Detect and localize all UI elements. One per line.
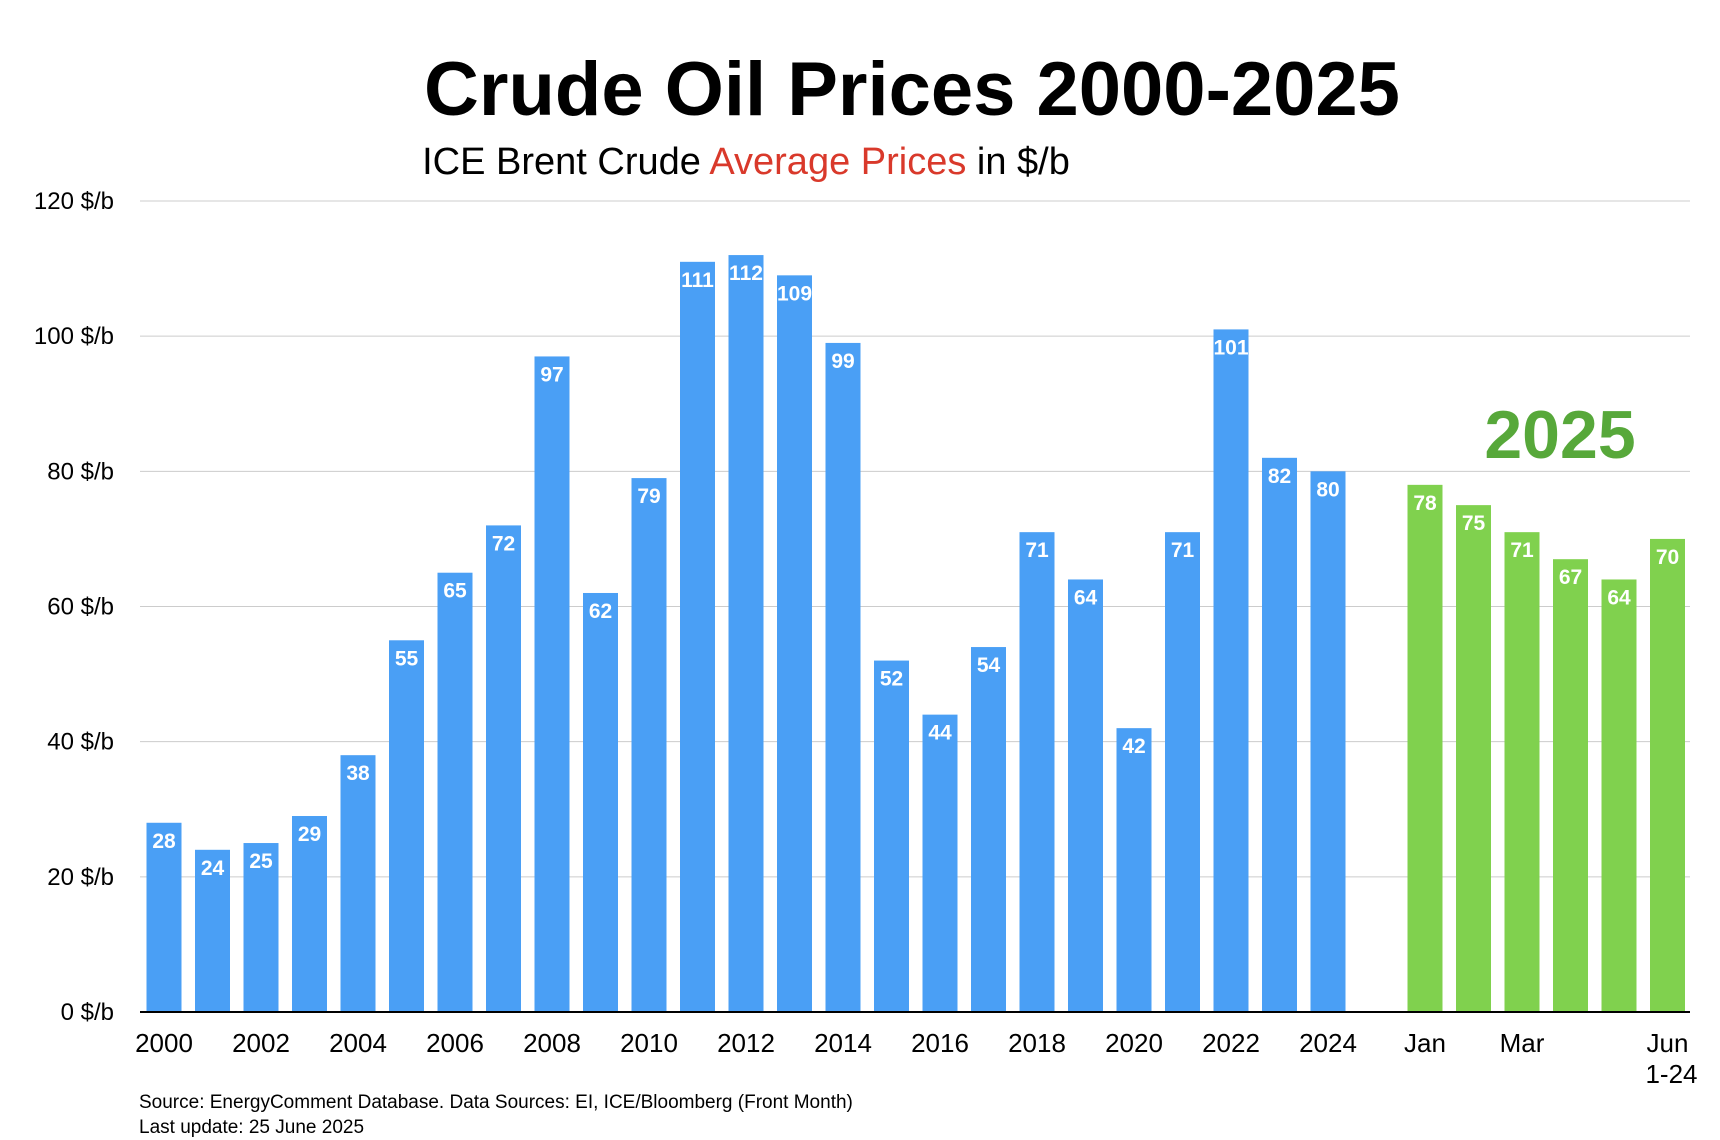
bars: [146, 255, 1685, 1013]
data-label-annual-2010: 79: [637, 485, 660, 508]
x-tick-label: 2000: [135, 1028, 193, 1058]
x-tick-label: 2024: [1299, 1028, 1357, 1058]
x-tick-label: 2020: [1105, 1028, 1163, 1058]
x-tick-label: 2018: [1008, 1028, 1066, 1058]
x-tick-label-month: Jan: [1404, 1028, 1446, 1058]
bar-monthly-Jun: [1650, 538, 1685, 1012]
bar-annual-2009: [583, 592, 618, 1012]
y-tick-label: 0 $/b: [61, 999, 114, 1026]
bar-annual-2012: [728, 255, 764, 1012]
data-label-annual-2022: 101: [1213, 336, 1248, 359]
bar-annual-2024: [1310, 471, 1346, 1013]
data-label-annual-2002: 25: [249, 850, 273, 873]
data-label-annual-2008: 97: [540, 363, 563, 386]
data-label-annual-2024: 80: [1316, 478, 1339, 501]
group-label-2025: 2025: [1484, 397, 1635, 473]
x-tick-label: 2010: [620, 1028, 678, 1058]
bar-annual-2007: [486, 525, 521, 1012]
bar-monthly-Mar: [1504, 532, 1540, 1012]
x-tick-sublabel: 1-24: [1645, 1059, 1697, 1089]
bar-annual-2014: [825, 342, 861, 1012]
y-tick-label: 20 $/b: [47, 864, 114, 891]
y-axis-ticks: 0 $/b 20 $/b 40 $/b 60 $/b 80 $/b 100 $/b 120 …: [34, 188, 114, 1026]
bar-annual-2023: [1262, 457, 1297, 1012]
subtitle-accent: Average Prices: [709, 141, 966, 183]
bar-annual-2005: [389, 640, 424, 1012]
data-label-annual-2021: 71: [1171, 539, 1195, 562]
data-label-annual-2004: 38: [346, 762, 370, 785]
bar-annual-2017: [971, 647, 1006, 1012]
x-tick-label: 2006: [426, 1028, 484, 1058]
x-tick-label: 2002: [232, 1028, 290, 1058]
bar-monthly-Feb: [1456, 505, 1491, 1013]
data-label-annual-2018: 71: [1025, 539, 1049, 562]
bar-annual-2019: [1068, 579, 1103, 1012]
bar-annual-2011: [680, 261, 715, 1012]
y-tick-label: 120 $/b: [34, 188, 114, 215]
x-tick-label: 2012: [717, 1028, 775, 1058]
data-label-annual-2017: 54: [977, 654, 1001, 677]
data-label-annual-2005: 55: [395, 647, 419, 670]
bar-annual-2021: [1165, 532, 1200, 1012]
data-label-annual-2015: 52: [880, 668, 903, 691]
x-axis-ticks: 2000 2002 2004 2006 2008 2010 2012 2014 2016 2018…: [135, 1028, 1697, 1089]
bar-monthly-Jan: [1407, 484, 1443, 1013]
bar-annual-2020: [1116, 728, 1152, 1012]
x-tick-label: 2008: [523, 1028, 581, 1058]
x-tick-label-month: Mar: [1500, 1028, 1545, 1058]
bar-annual-2002: [243, 843, 279, 1012]
bar-monthly-May: [1601, 579, 1637, 1012]
data-label-annual-2014: 99: [831, 350, 854, 373]
y-tick-label: 100 $/b: [34, 323, 114, 350]
data-labels: 28 24 25 29 38 55 65 72 97 62 79 111 112 109 99 52 44 54 7…: [152, 262, 1679, 880]
data-label-monthly-May: 64: [1607, 586, 1631, 609]
bar-annual-2006: [437, 572, 473, 1012]
data-label-annual-2011: 111: [681, 269, 714, 292]
bar-annual-2000: [146, 822, 182, 1012]
bar-annual-2008: [534, 356, 570, 1012]
chart-title: Crude Oil Prices 2000-2025: [424, 47, 1400, 132]
data-label-annual-2003: 29: [298, 823, 321, 846]
data-label-annual-2001: 24: [201, 857, 225, 880]
x-tick-label: 2004: [329, 1028, 387, 1058]
bar-annual-2013: [777, 275, 812, 1013]
x-tick-label: 2016: [911, 1028, 969, 1058]
data-label-annual-2000: 28: [152, 830, 176, 853]
x-tick-label-month: Jun: [1647, 1028, 1689, 1058]
x-tick-label: 2022: [1202, 1028, 1260, 1058]
bar-annual-2004: [340, 755, 376, 1012]
data-label-annual-2019: 64: [1074, 586, 1098, 609]
data-label-monthly-Mar: 71: [1510, 539, 1534, 562]
bar-annual-2003: [292, 816, 327, 1012]
bar-monthly-Apr: [1553, 559, 1588, 1012]
data-label-annual-2007: 72: [492, 532, 515, 555]
bar-annual-2001: [195, 849, 230, 1012]
data-label-annual-2023: 82: [1268, 465, 1291, 488]
bar-annual-2022: [1213, 329, 1249, 1012]
data-label-monthly-Jan: 78: [1413, 492, 1437, 515]
data-label-annual-2006: 65: [443, 580, 467, 603]
footnote-update: Last update: 25 June 2025: [139, 1117, 364, 1138]
y-tick-label: 40 $/b: [47, 729, 114, 756]
data-label-monthly-Apr: 67: [1559, 566, 1582, 589]
x-tick-label: 2014: [814, 1028, 872, 1058]
bar-annual-2015: [874, 660, 909, 1012]
data-label-monthly-Feb: 75: [1462, 512, 1486, 535]
data-label-annual-2009: 62: [589, 600, 612, 623]
data-label-annual-2013: 109: [777, 282, 812, 305]
footnote-source: Source: EnergyComment Database. Data Sou…: [139, 1092, 853, 1113]
bar-annual-2016: [922, 714, 958, 1012]
bar-annual-2018: [1019, 532, 1055, 1012]
data-label-annual-2016: 44: [928, 722, 952, 745]
chart-subtitle: ICE Brent Crude Average Prices in $/b: [422, 141, 1070, 183]
data-label-monthly-Jun: 70: [1656, 546, 1679, 569]
y-tick-label: 60 $/b: [47, 594, 114, 621]
subtitle-part-3: in $/b: [966, 141, 1070, 183]
data-label-annual-2020: 42: [1122, 735, 1145, 758]
y-tick-label: 80 $/b: [47, 458, 114, 485]
bar-annual-2010: [631, 478, 667, 1013]
subtitle-part-1: ICE Brent Crude: [422, 141, 709, 183]
data-label-annual-2012: 112: [729, 262, 763, 285]
